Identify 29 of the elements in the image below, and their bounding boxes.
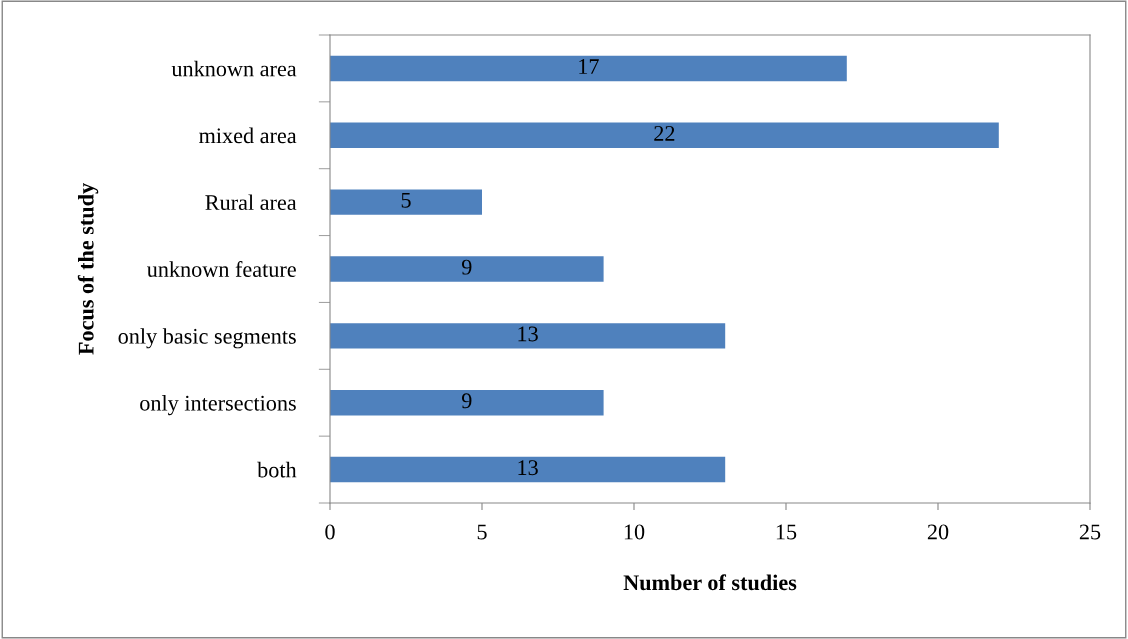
data-label: 13 [518,460,538,476]
bar [330,323,726,349]
y-tick-label: Rural area [205,194,297,211]
data-label: 5 [401,192,411,208]
x-axis-title: Number of studies [623,574,797,591]
x-tick-label: 5 [477,524,487,540]
bar [330,189,482,215]
data-label: 22 [654,125,675,141]
bar [330,55,847,82]
x-tick-label: 0 [325,524,335,540]
y-axis-title: Focus of the study [77,183,99,355]
bar [330,122,999,148]
y-tick-label: unknown feature [147,261,296,277]
y-tick-label: mixed area [199,127,297,144]
y-tick-label: unknown area [171,60,297,77]
y-tick-label: only basic segments [118,328,296,349]
x-tick-label: 10 [624,524,645,540]
bar [330,456,726,483]
bar [330,390,604,416]
data-label: 13 [518,326,538,342]
bar [330,256,604,282]
y-tick-label: both [257,461,297,478]
y-tick-label: only intersections [140,395,296,416]
x-tick-label: 15 [776,524,797,540]
data-label: 17 [579,59,599,74]
data-label: 9 [461,393,472,409]
data-label: 9 [461,259,472,275]
x-tick-label: 20 [927,524,949,540]
x-tick-label: 25 [1079,524,1101,540]
